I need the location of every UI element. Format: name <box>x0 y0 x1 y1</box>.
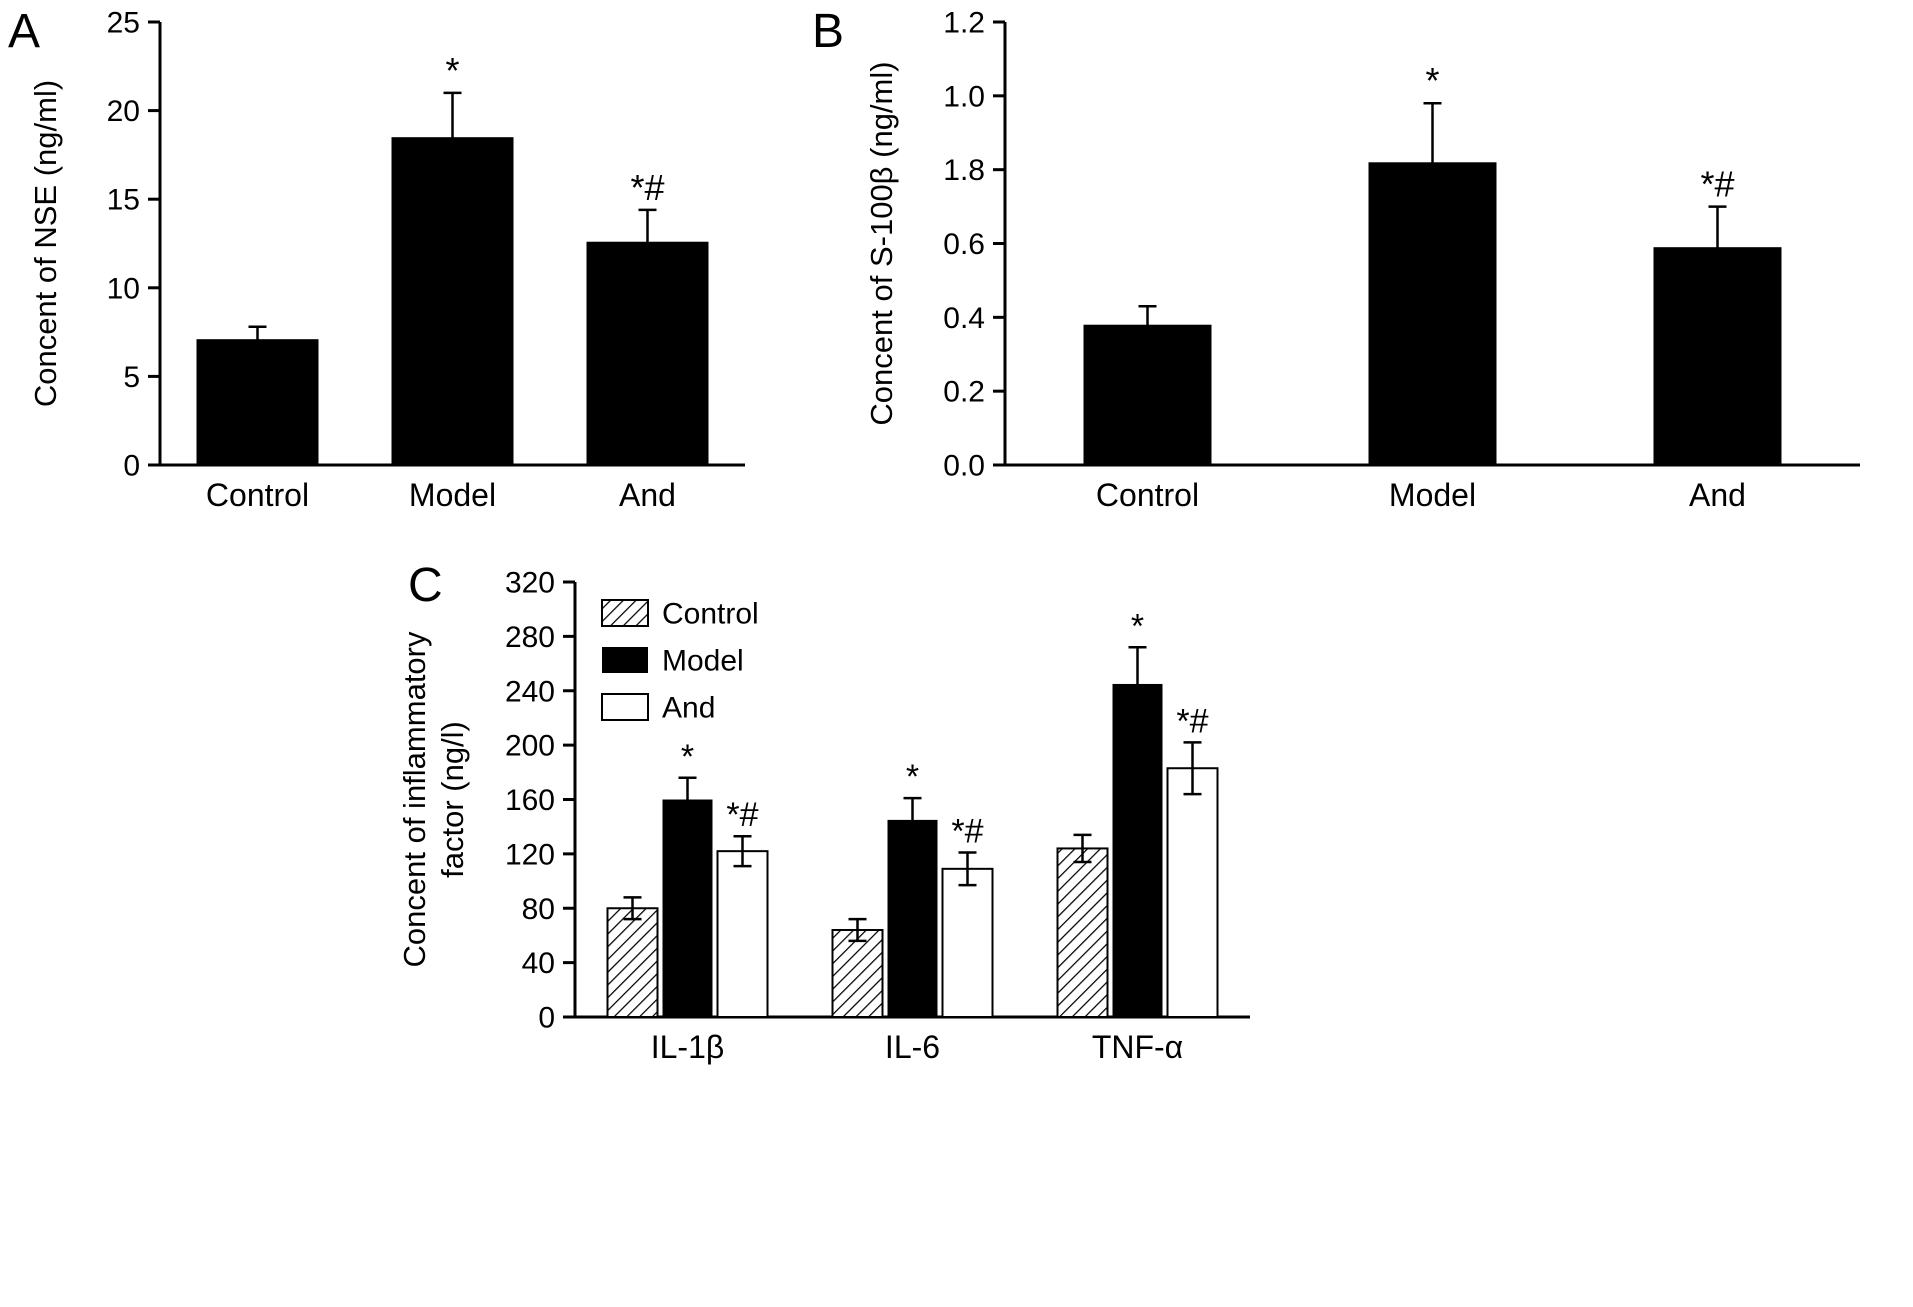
category-label: Control <box>1096 477 1199 513</box>
y-tick-label: 10 <box>107 272 140 305</box>
category-label: Control <box>206 477 309 513</box>
y-axis-label-line: Concent of inflammatory <box>397 631 432 967</box>
significance-annotation: * <box>1425 60 1439 101</box>
panel-a-chart: 0 5 10 15 20 25 Concent of NSE (ng/ml) Control M… <box>28 8 745 513</box>
legend-swatch-Model <box>602 647 648 673</box>
bar-Model-TNF-α <box>1112 683 1163 1017</box>
y-tick-label: 0 <box>123 450 140 483</box>
y-tick-label: 0.0 <box>943 450 985 483</box>
bar-Model <box>391 137 514 465</box>
y-tick-label: 5 <box>123 361 140 394</box>
panel-a-label: A <box>8 5 41 58</box>
y-tick-label: 200 <box>505 730 555 763</box>
panel-b: B 0.0 0.2 0.4 0.6 1.8 1.0 1.2 Concent of S-100β… <box>800 8 1905 553</box>
y-tick-label: 160 <box>505 784 555 817</box>
legend-label: Control <box>662 598 759 631</box>
y-tick-label: 280 <box>505 621 555 654</box>
significance-annotation: *# <box>726 796 758 834</box>
y-tick-label: 15 <box>107 184 140 217</box>
panel-c: C 0 40 80 120 160 200 240 280 320 Concent of infl… <box>380 550 1450 1150</box>
y-tick-label: 80 <box>522 893 555 926</box>
category-label: And <box>1689 477 1746 513</box>
bar-Model-IL-6 <box>887 819 938 1017</box>
significance-annotation: *# <box>1176 702 1208 740</box>
significance-annotation: * <box>681 738 694 776</box>
y-axis-label: Concent of S-100β (ng/ml) <box>864 61 899 425</box>
y-tick-label: 20 <box>107 95 140 128</box>
y-tick-label: 240 <box>505 675 555 708</box>
y-tick-label: 120 <box>505 838 555 871</box>
panel-b-chart: 0.0 0.2 0.4 0.6 1.8 1.0 1.2 Concent of S-100β (… <box>864 8 1860 513</box>
y-axis-label-line: factor (ng/l) <box>435 721 470 878</box>
significance-annotation: * <box>1131 607 1144 645</box>
y-tick-label: 1.0 <box>943 80 985 113</box>
y-tick-label: 40 <box>522 947 555 980</box>
y-tick-label: 1.2 <box>943 8 985 40</box>
category-label: IL-6 <box>885 1029 940 1065</box>
bar-And-IL-6 <box>941 867 994 1018</box>
significance-annotation: *# <box>1700 164 1734 205</box>
significance-annotation: * <box>445 50 459 91</box>
y-axis-label: Concent of NSE (ng/ml) <box>28 80 63 407</box>
bar-And-TNF-α <box>1166 767 1219 1018</box>
bar-Control <box>196 339 319 465</box>
significance-annotation: *# <box>951 813 983 851</box>
bar-Control-IL-6 <box>831 929 884 1018</box>
y-tick-label: 1.8 <box>943 154 985 187</box>
y-axis-label: Concent of inflammatoryfactor (ng/l) <box>397 631 470 967</box>
y-tick-label: 320 <box>505 567 555 600</box>
significance-annotation: *# <box>630 167 664 208</box>
panel-b-label: B <box>812 5 845 58</box>
category-label: And <box>619 477 676 513</box>
y-tick-label: 25 <box>107 8 140 40</box>
bar-Control-IL-1β <box>606 907 659 1018</box>
legend-label: And <box>662 692 715 725</box>
panel-a: A 0 5 10 15 20 25 Concent of NSE (ng/ml) Contro… <box>8 8 898 553</box>
y-tick-label: 0 <box>538 1002 555 1035</box>
category-label: TNF-α <box>1092 1029 1183 1065</box>
panel-c-label: C <box>408 559 443 612</box>
category-label: Model <box>1389 477 1476 513</box>
y-tick-label: 0.6 <box>943 228 985 261</box>
legend-swatch-Control <box>601 599 649 627</box>
y-tick-label: 0.2 <box>943 376 985 409</box>
panel-c-chart: 0 40 80 120 160 200 240 280 320 Concent of inflam… <box>397 567 1250 1065</box>
bar-And <box>586 241 709 465</box>
bar-Control <box>1083 324 1212 465</box>
significance-annotation: * <box>906 758 919 796</box>
bar-Model-IL-1β <box>662 799 713 1017</box>
bar-Control-TNF-α <box>1056 847 1109 1018</box>
legend-label: Model <box>662 645 744 678</box>
bar-And-IL-1β <box>716 850 769 1018</box>
category-label: Model <box>409 477 496 513</box>
y-tick-label: 0.4 <box>943 302 985 335</box>
legend-swatch-And <box>601 693 649 721</box>
category-label: IL-1β <box>651 1029 725 1065</box>
